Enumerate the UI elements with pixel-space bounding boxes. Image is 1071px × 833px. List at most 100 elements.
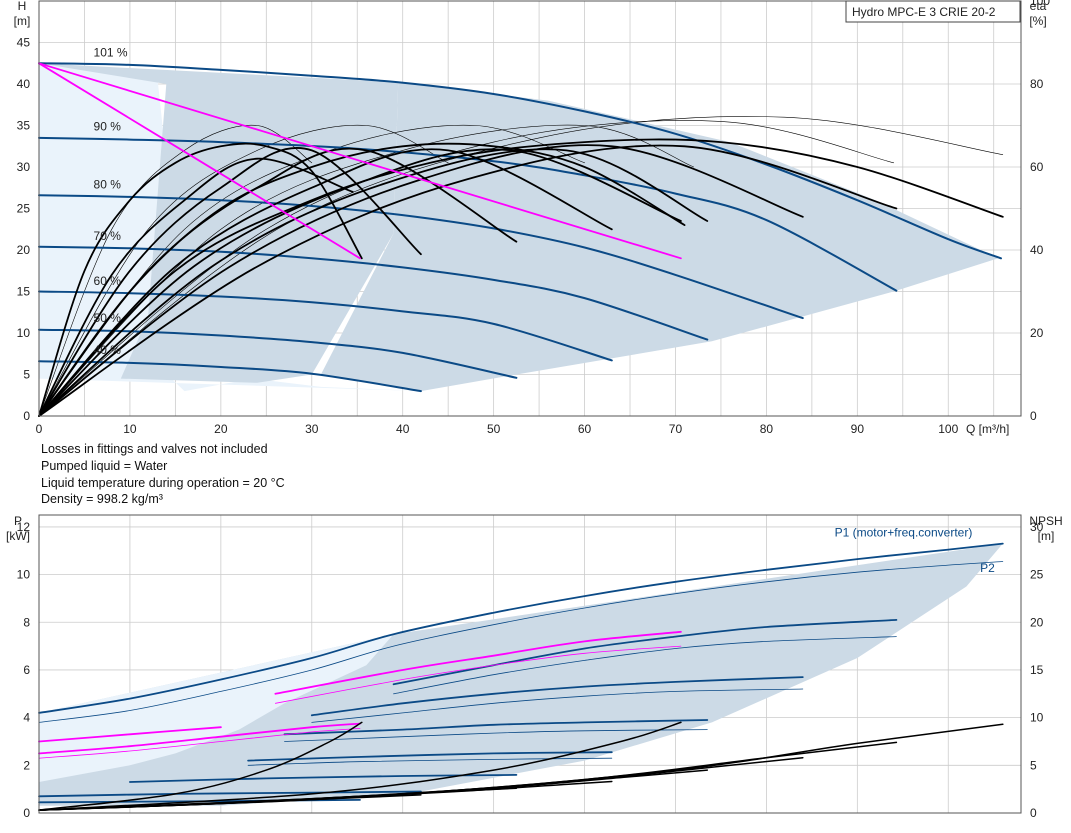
curve-p1-80 (310, 676, 804, 717)
power-envelope (39, 543, 1003, 806)
y2-tick-label: 20 (1030, 615, 1044, 629)
note-density: Density = 998.2 kg/m³ (41, 492, 163, 507)
curve-eta-1-pump (38, 142, 363, 417)
y-tick-label: 4 (23, 711, 30, 725)
curve-eta-thin-f (38, 116, 1004, 417)
x-tick-label: 80 (760, 422, 774, 436)
curve-eta-thin-b (38, 124, 449, 417)
y-tick-label: 20 (17, 243, 31, 257)
x-tick-label: 40 (396, 422, 410, 436)
curve-p2 (38, 561, 1004, 723)
speed-label: 80 % (94, 178, 122, 192)
curve-p2-system-2 (275, 645, 682, 704)
y2-tick-label: 0 (1030, 806, 1037, 820)
operating-notes: Losses in fittings and valves not includ… (41, 441, 285, 508)
x-tick-label: 70 (669, 422, 683, 436)
y-tick-label: 8 (23, 615, 30, 629)
y-tick-label: 2 (23, 758, 30, 772)
y-tick-label: 5 (23, 368, 30, 382)
y-tick-label: 40 (17, 77, 31, 91)
curve-p1-system-0 (38, 726, 222, 743)
curve-p1-low-a (38, 799, 361, 804)
y2-tick-label: 5 (1030, 758, 1037, 772)
head-axis-label: H (18, 0, 27, 13)
x-tick-label: 0 (36, 422, 43, 436)
curve-70 (38, 245, 709, 341)
chart-title: Hydro MPC-E 3 CRIE 20-2 (852, 5, 996, 19)
y2-tick-label: 10 (1030, 711, 1044, 725)
note-pumped-liquid: Pumped liquid = Water (41, 458, 168, 473)
power-curves (38, 542, 1004, 811)
speed-label: 90 % (94, 119, 122, 133)
curve-eta-thin-a (38, 124, 313, 417)
y-tick-label: 6 (23, 663, 30, 677)
y2-tick-label: 100 (1030, 0, 1050, 8)
power-envelope-area (39, 543, 1003, 806)
curve-eta-partial-6 (38, 148, 709, 417)
curve-system-2 (38, 62, 682, 260)
power-envelope-light (39, 634, 394, 782)
curve-p2-80 (311, 688, 804, 723)
curve-npsh-1 (38, 721, 363, 811)
power-axis-ticks: 0 2 4 6 8 10 12 0 5 10 15 20 25 30 (17, 520, 1044, 820)
curve-p2-system-1 (38, 728, 361, 759)
curve-p1-60 (247, 751, 613, 762)
head-axis-ticks: 0 10 20 30 40 50 60 70 80 90 100 0 5 10 15 20 25 30 35 40 45… (17, 0, 1051, 436)
speed-label: 50 % (94, 311, 122, 325)
y-tick-label: 10 (17, 568, 31, 582)
speed-label: 40 % (94, 343, 122, 357)
y-tick-label: 15 (17, 285, 31, 299)
note-losses: Losses in fittings and valves not includ… (41, 442, 268, 456)
curve-npsh-9 (38, 794, 422, 811)
eta-axis-unit: [%] (1029, 14, 1046, 28)
curve-101 (38, 62, 1002, 260)
x-tick-label: 10 (123, 422, 137, 436)
x-tick-label: 50 (487, 422, 501, 436)
curve-system-1 (38, 62, 361, 260)
y2-tick-label: 0 (1030, 409, 1037, 423)
power-plot-frame (38, 514, 1022, 814)
x-tick-label: 20 (214, 422, 228, 436)
y2-tick-label: 20 (1030, 326, 1044, 340)
curve-p1-40 (38, 790, 422, 798)
y2-tick-label: 25 (1030, 568, 1044, 582)
power-chart: 0 2 4 6 8 10 12 0 5 10 15 20 25 30 P1 (motor+freq.con… (6, 514, 1063, 820)
curve-npsh-2 (38, 721, 682, 811)
speed-label: 60 % (94, 274, 122, 288)
x-tick-label: 100 (938, 422, 958, 436)
speed-labels: 101 % 90 % 80 % 70 % 60 % 50 % 40 % (94, 46, 128, 357)
y-tick-label: 0 (23, 806, 30, 820)
curve-eta-partial-1 (38, 157, 354, 417)
curve-eta-partial-2 (38, 147, 422, 417)
y-tick-label: 30 (17, 160, 31, 174)
y2-tick-label: 60 (1030, 160, 1044, 174)
power-curve-label: P2 (980, 561, 995, 575)
power-curve-labels: P1 (motor+freq.converter) P2 (835, 525, 995, 575)
y-tick-label: 0 (23, 409, 30, 423)
x-tick-label: 60 (578, 422, 592, 436)
power-curve-label: P1 (motor+freq.converter) (835, 525, 973, 539)
head-plot-frame (38, 0, 1022, 417)
y-tick-label: 10 (17, 326, 31, 340)
head-chart: 0 10 20 30 40 50 60 70 80 90 100 0 5 10 15 20 25 30 35 40 45… (14, 0, 1051, 436)
curve-eta-partial-5 (38, 148, 682, 417)
y2-tick-label: 30 (1030, 520, 1044, 534)
curve-p1-motor-freq-converter (38, 542, 1004, 714)
curve-p2-70 (284, 729, 708, 742)
y2-tick-label: 15 (1030, 663, 1044, 677)
note-liquid-temperature: Liquid temperature during operation = 20… (41, 475, 285, 490)
curve-eta-partial-8 (38, 144, 898, 417)
curve-eta-partial-3 (38, 147, 518, 417)
x-tick-label: 30 (305, 422, 319, 436)
y-tick-label: 35 (17, 119, 31, 133)
y-tick-label: 12 (17, 520, 31, 534)
flow-axis-label: Q [m³/h] (966, 422, 1009, 436)
curve-eta-thin-d (38, 124, 694, 417)
curve-60 (38, 290, 613, 362)
y2-tick-label: 40 (1030, 243, 1044, 257)
chart-title-box: Hydro MPC-E 3 CRIE 20-2 (845, 0, 1021, 23)
head-curves (38, 62, 1004, 417)
curve-40 (38, 360, 422, 393)
x-tick-label: 90 (851, 422, 865, 436)
